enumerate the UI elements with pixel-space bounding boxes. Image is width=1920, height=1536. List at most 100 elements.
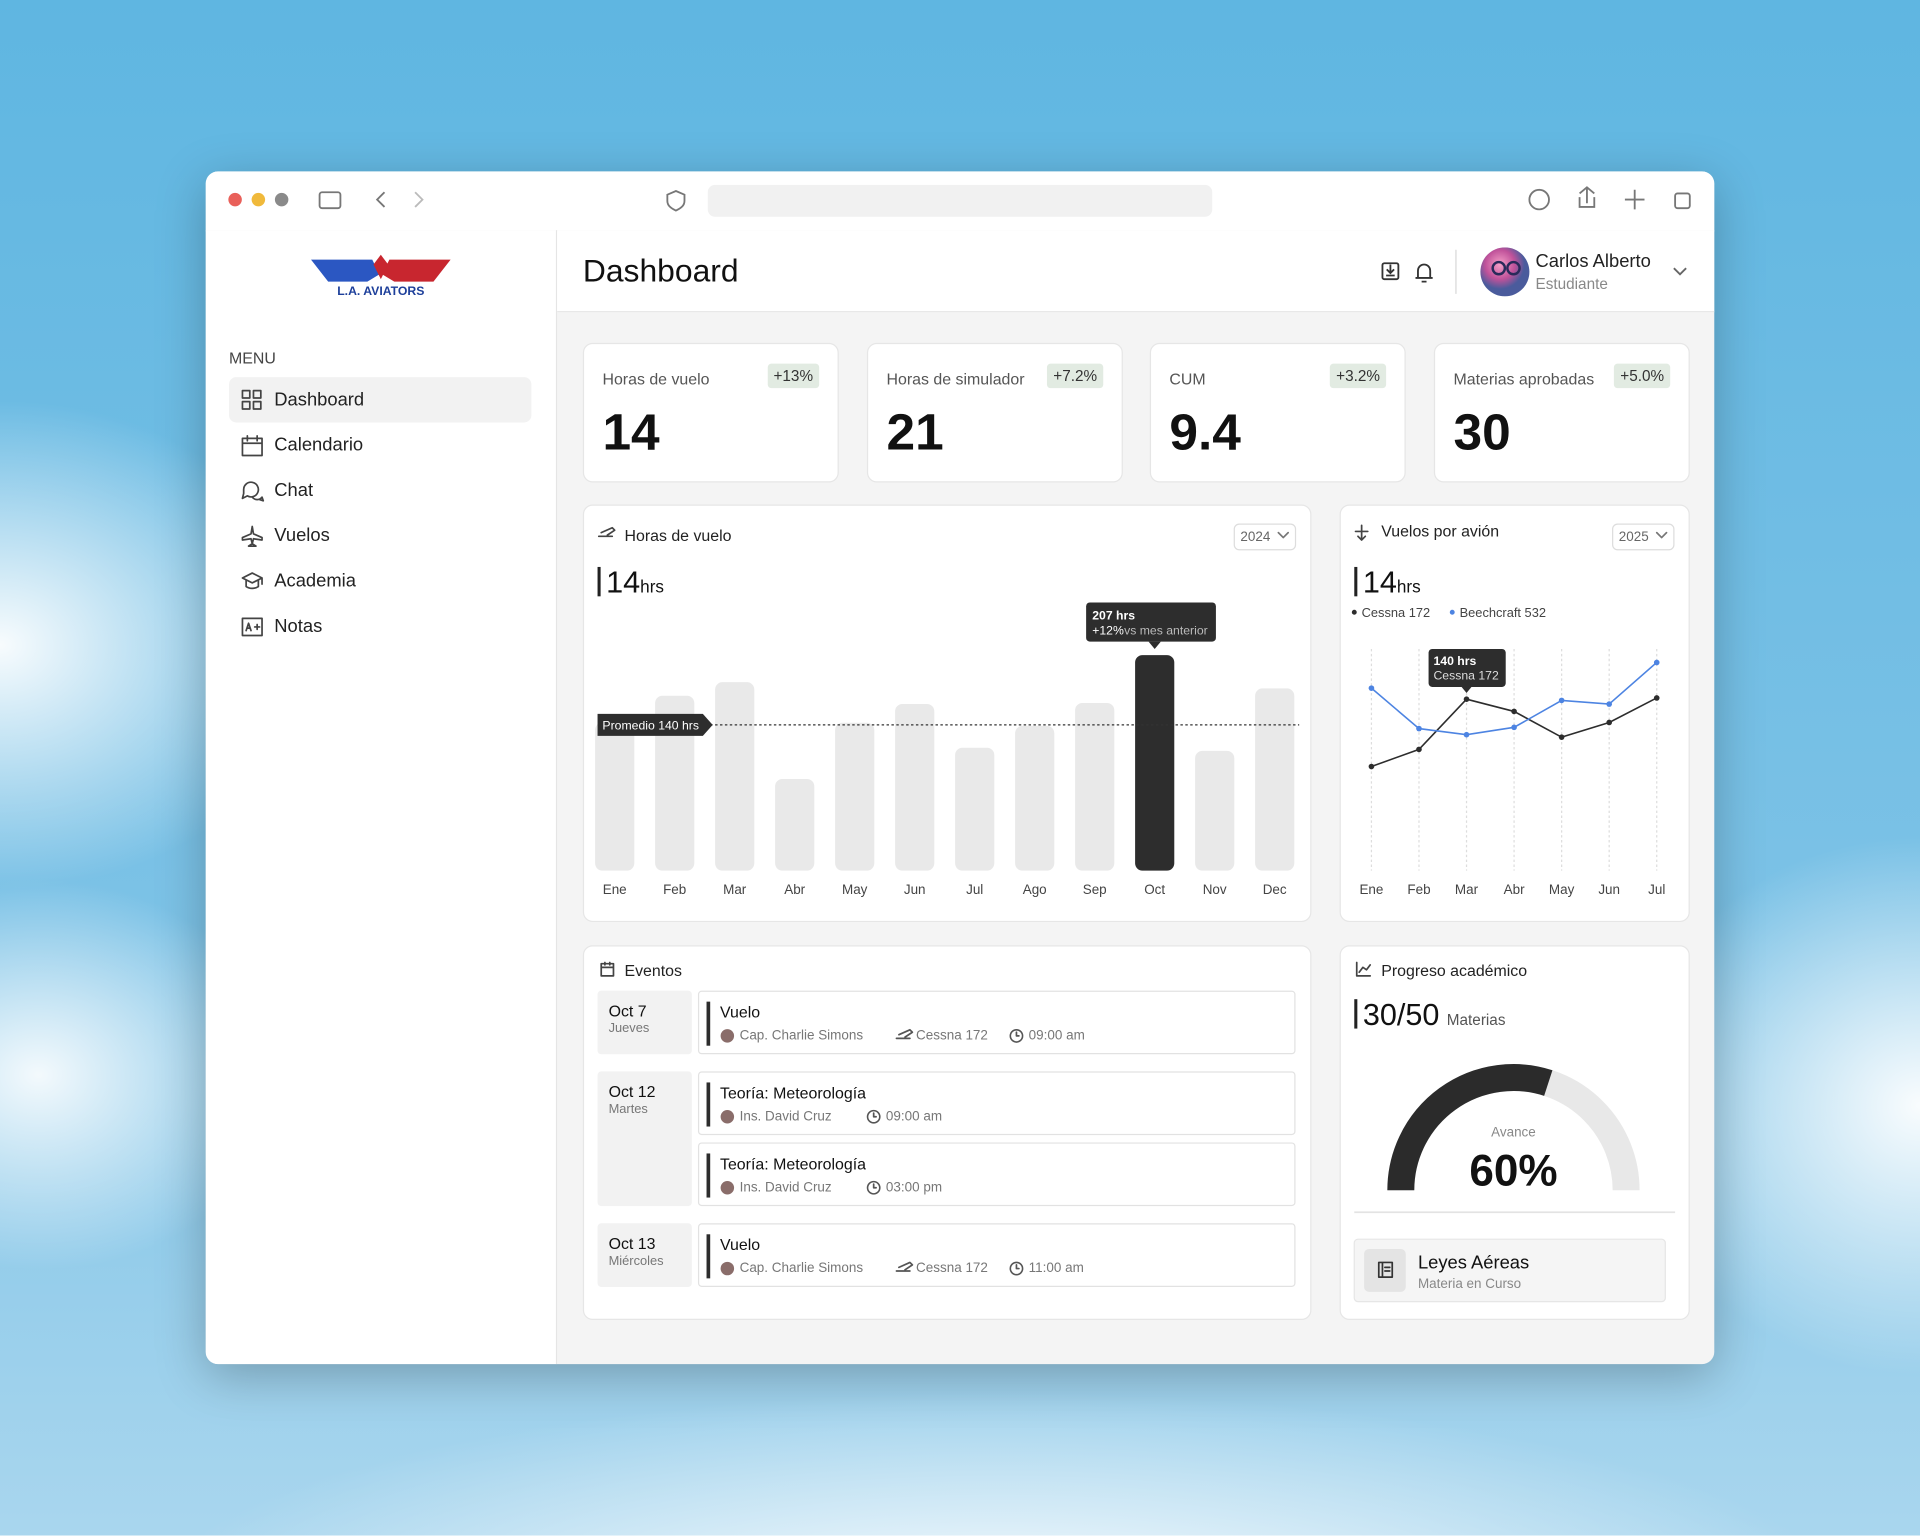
x-tick-label: Ene xyxy=(603,882,627,897)
x-tick-label: Feb xyxy=(1407,882,1430,897)
zoom-button[interactable] xyxy=(274,192,289,207)
event-date-label: Oct 12 xyxy=(608,1082,656,1101)
toolbar-controls xyxy=(228,186,1691,212)
headline: 14hrs xyxy=(1363,566,1421,600)
event-item[interactable]: Teoría: Meteorología Ins. David Cruz 03:00… xyxy=(697,1142,1296,1207)
menu-icon xyxy=(241,389,262,410)
line-chart-card: Vuelos por avión 2025 14hrs Cessna 172 Beech… xyxy=(1339,504,1690,923)
clock-icon xyxy=(1009,1029,1024,1043)
privacy-icon[interactable] xyxy=(666,190,686,212)
gauge-chart: Progreso académico 30/50 Materias Avance 60%… xyxy=(1353,961,1676,1303)
event-person: Cap. Charlie Simons xyxy=(739,1028,864,1044)
clock-icon xyxy=(866,1109,881,1124)
menu-item[interactable]: Calendario xyxy=(229,422,531,467)
notifications-button[interactable] xyxy=(1415,263,1433,283)
close-button[interactable] xyxy=(228,192,242,207)
card-icon xyxy=(1355,961,1372,977)
x-tick-label: May xyxy=(842,882,868,897)
menu-item[interactable]: Chat xyxy=(229,468,531,513)
event-item[interactable]: Vuelo Cap. Charlie Simons Cessna 172 11:00 … xyxy=(697,1223,1296,1287)
stat-value: 21 xyxy=(886,402,944,461)
clock-hands xyxy=(1015,1031,1020,1037)
course-box[interactable] xyxy=(1353,1238,1666,1303)
menu-icon-shape xyxy=(241,617,263,637)
tabs-button[interactable] xyxy=(1674,192,1691,210)
menu-icon-shape xyxy=(241,481,265,502)
stat-label: Materias aprobadas xyxy=(1453,369,1595,389)
event-accent xyxy=(706,1082,711,1127)
minimize-button[interactable] xyxy=(251,192,266,207)
headline-bar xyxy=(1354,999,1358,1029)
bar-chart-card: Horas de vuelo 2024 14hrs Ene Feb Mar Abr May Ju… xyxy=(582,504,1312,923)
point xyxy=(1653,695,1660,701)
logo: L.A. AVIATORS xyxy=(311,254,451,298)
event-item[interactable]: Vuelo Cap. Charlie Simons Cessna 172 09:00 … xyxy=(697,990,1296,1055)
clock-hands xyxy=(872,1183,877,1189)
headline-unit: Materias xyxy=(1447,1012,1506,1029)
sidebar-toggle[interactable] xyxy=(318,191,342,210)
card-icon xyxy=(597,526,616,538)
headline-bar xyxy=(1354,566,1358,597)
person-avatar xyxy=(720,1029,735,1043)
event-meta-icons xyxy=(720,1261,1024,1276)
address-bar[interactable] xyxy=(707,184,1213,217)
export-button[interactable] xyxy=(1381,262,1400,281)
gauge-label: Avance xyxy=(1491,1124,1536,1139)
back-button[interactable] xyxy=(375,191,386,208)
event-meta-icons xyxy=(720,1028,1024,1043)
menu-item-label: Vuelos xyxy=(274,525,330,547)
user-name: Carlos Alberto xyxy=(1535,251,1651,272)
menu-item[interactable]: Notas xyxy=(229,604,531,649)
point xyxy=(1463,696,1470,703)
event-date: Oct 7 Jueves xyxy=(597,990,692,1055)
event-time: 03:00 pm xyxy=(885,1180,943,1196)
event-accent xyxy=(706,1001,711,1046)
tooltip-pointer xyxy=(1461,686,1472,694)
bar xyxy=(1255,688,1295,871)
forward-button[interactable] xyxy=(414,191,424,208)
person-avatar xyxy=(720,1181,735,1195)
menu-item[interactable]: Vuelos xyxy=(229,513,531,558)
legend-label: Cessna 172 xyxy=(1362,605,1431,620)
period-select[interactable] xyxy=(1612,523,1675,551)
x-tick-label: Oct xyxy=(1144,882,1165,897)
bar xyxy=(1075,702,1115,871)
logo-wing-right xyxy=(382,259,451,282)
legend-label: Beechcraft 532 xyxy=(1460,605,1546,620)
share-button[interactable] xyxy=(1578,186,1596,208)
logo-emblem xyxy=(373,254,389,280)
stat-change: +7.2% xyxy=(1047,363,1104,389)
x-tick-label: Dec xyxy=(1263,882,1287,897)
user-menu-button[interactable] xyxy=(1673,267,1687,276)
menu-item-label: Calendario xyxy=(274,434,364,456)
menu-item[interactable]: Dashboard xyxy=(228,377,532,423)
downloads-button[interactable] xyxy=(1528,188,1550,211)
stat-card: Horas de vuelo +13% 14 xyxy=(582,342,839,483)
menu-item[interactable]: Academia xyxy=(229,558,531,603)
new-tab-button[interactable] xyxy=(1624,189,1645,210)
point xyxy=(1653,659,1660,666)
x-tick-label: Jul xyxy=(966,882,983,897)
stat-label: Horas de vuelo xyxy=(602,369,710,389)
logo-text: L.A. AVIATORS xyxy=(337,284,424,298)
bar xyxy=(1015,725,1055,871)
period-value: 2024 xyxy=(1240,529,1270,544)
stat-change: +13% xyxy=(767,363,820,389)
bar xyxy=(775,778,815,871)
headline: 30/50 Materias xyxy=(1363,998,1506,1032)
event-item[interactable]: Teoría: Meteorología Ins. David Cruz 09:00… xyxy=(697,1071,1296,1136)
card-icon xyxy=(1354,524,1369,541)
stat-value: 9.4 xyxy=(1169,402,1241,461)
x-tick-label: Mar xyxy=(1455,882,1479,897)
period-select[interactable] xyxy=(1233,523,1297,551)
x-tick-label: Ene xyxy=(1359,882,1383,897)
x-tick-label: Nov xyxy=(1203,882,1227,897)
headline-bar xyxy=(597,566,601,597)
x-tick-label: May xyxy=(1549,882,1575,897)
x-tick-label: Jun xyxy=(1598,882,1620,897)
clock-hands xyxy=(1015,1264,1020,1270)
point xyxy=(1606,719,1613,726)
stat-label: Horas de simulador xyxy=(886,369,1025,389)
tooltip-value: 140 hrs xyxy=(1433,654,1476,668)
